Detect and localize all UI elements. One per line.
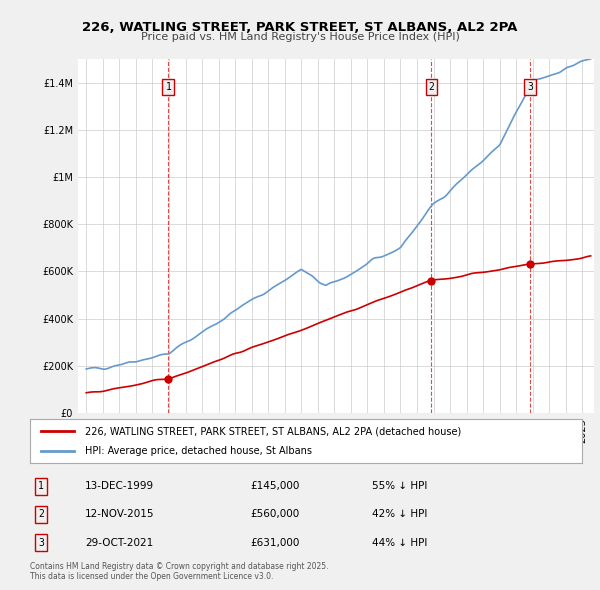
Text: 1: 1 xyxy=(38,481,44,491)
Text: £145,000: £145,000 xyxy=(251,481,300,491)
Text: £560,000: £560,000 xyxy=(251,509,300,519)
Text: 1: 1 xyxy=(166,83,171,92)
Text: 226, WATLING STREET, PARK STREET, ST ALBANS, AL2 2PA (detached house): 226, WATLING STREET, PARK STREET, ST ALB… xyxy=(85,427,461,436)
Text: This data is licensed under the Open Government Licence v3.0.: This data is licensed under the Open Gov… xyxy=(30,572,274,581)
Text: 226, WATLING STREET, PARK STREET, ST ALBANS, AL2 2PA: 226, WATLING STREET, PARK STREET, ST ALB… xyxy=(82,21,518,34)
Text: 2: 2 xyxy=(38,509,44,519)
Text: Contains HM Land Registry data © Crown copyright and database right 2025.: Contains HM Land Registry data © Crown c… xyxy=(30,562,329,571)
Text: 44% ↓ HPI: 44% ↓ HPI xyxy=(372,537,428,548)
Text: HPI: Average price, detached house, St Albans: HPI: Average price, detached house, St A… xyxy=(85,446,312,455)
Text: 3: 3 xyxy=(38,537,44,548)
Text: 2: 2 xyxy=(428,83,434,92)
Text: £631,000: £631,000 xyxy=(251,537,300,548)
Text: 29-OCT-2021: 29-OCT-2021 xyxy=(85,537,154,548)
Text: 12-NOV-2015: 12-NOV-2015 xyxy=(85,509,155,519)
Text: 13-DEC-1999: 13-DEC-1999 xyxy=(85,481,154,491)
Text: 42% ↓ HPI: 42% ↓ HPI xyxy=(372,509,428,519)
Text: Price paid vs. HM Land Registry's House Price Index (HPI): Price paid vs. HM Land Registry's House … xyxy=(140,32,460,42)
Text: 3: 3 xyxy=(527,83,533,92)
Text: 55% ↓ HPI: 55% ↓ HPI xyxy=(372,481,428,491)
